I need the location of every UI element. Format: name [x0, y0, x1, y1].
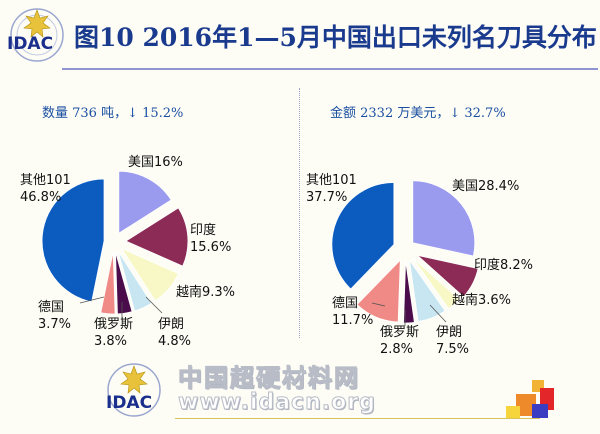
idac-logo-icon: IDAC [7, 8, 64, 62]
slice-label-right-5: 德国 11.7% [332, 296, 373, 328]
slice-label-right-4: 俄罗斯 2.8% [380, 325, 419, 357]
slice-label-right-0: 美国28.4% [452, 179, 519, 194]
title-underline [62, 68, 598, 70]
chart-right-subtitle: 金额 2332 万美元，↓ 32.7% [330, 106, 506, 121]
logo-text: IDAC [7, 34, 53, 54]
leader-line-left-5 [79, 296, 105, 304]
slice-label-left-1: 印度 15.6% [190, 222, 231, 255]
slice-label-right-6: 其他101 37.7% [306, 173, 357, 205]
leader-line-left-3 [145, 296, 163, 314]
page-title: 图10 2016年1—5月中国出口未列名刀具分布 [74, 23, 597, 52]
pie-slice-right-6 [331, 182, 395, 290]
pie-slice-left-1 [125, 207, 189, 267]
slice-label-left-5: 德国 3.7% [38, 300, 71, 332]
leader-line-right-3 [429, 304, 447, 323]
pie-slice-right-3 [409, 259, 446, 322]
pie-slice-left-6 [41, 178, 105, 303]
footer-site-url: www.idacn.org [178, 390, 376, 416]
pie-slice-right-0 [412, 180, 476, 257]
slice-label-left-3: 伊朗 4.8% [158, 317, 191, 349]
pie-slice-left-5 [100, 251, 116, 315]
idac-logo-footer-icon: IDAC [106, 363, 161, 417]
slice-label-right-2: 越南3.6% [452, 292, 511, 308]
pie-slice-right-1 [416, 254, 479, 298]
slice-label-left-4: 俄罗斯 3.8% [94, 317, 133, 349]
slice-label-right-1: 印度8.2% [474, 257, 533, 273]
slice-label-right-3: 伊朗 7.5% [436, 325, 469, 357]
slice-label-left-2: 越南9.3% [176, 284, 235, 300]
footer-rule [175, 418, 540, 419]
pie-slice-left-3 [117, 250, 153, 312]
leader-line-right-5 [371, 302, 386, 307]
pie-slice-right-4 [403, 260, 415, 324]
chart-divider [299, 88, 300, 338]
pie-slice-left-0 [118, 170, 172, 234]
header: IDAC 图10 2016年1—5月中国出口未列名刀具分布 [0, 0, 600, 70]
footer-site-name: 中国超硬材料网 [178, 364, 360, 393]
footer: IDAC 中国超硬材料网 www.idacn.org [0, 352, 600, 434]
slice-label-left-0: 美国16% [128, 155, 183, 170]
pie-slice-right-5 [356, 259, 401, 323]
slice-label-left-6: 其他101 46.8% [20, 173, 71, 205]
pie-slice-left-4 [115, 251, 133, 315]
decorative-blocks-icon [506, 380, 554, 418]
pie-slice-right-2 [412, 257, 460, 310]
chart-left-subtitle: 数量 736 吨，↓ 15.2% [42, 106, 184, 121]
pie-slice-left-2 [120, 247, 179, 302]
footer-logo-text: IDAC [106, 393, 152, 413]
